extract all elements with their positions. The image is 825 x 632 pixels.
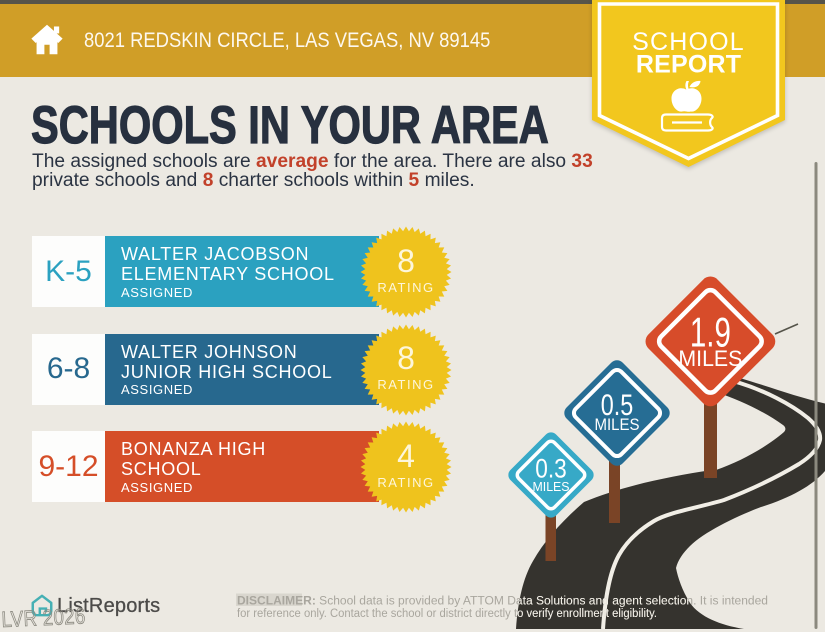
svg-text:MILES: MILES [533,479,570,494]
svg-text:DISCLAIMER: School data is pro: DISCLAIMER: School data is provided by A… [237,596,768,608]
svg-text:SCHOOL: SCHOOL [632,28,745,56]
svg-text:MILES: MILES [595,416,640,434]
svg-text:MILES: MILES [678,346,742,371]
svg-text:REPORT: REPORT [636,51,741,79]
svg-text:1.9: 1.9 [690,308,731,355]
svg-text:for reference only. Contact th: for reference only. Contact the school o… [237,608,657,620]
svg-text:0.3: 0.3 [535,454,567,484]
svg-text:0.5: 0.5 [601,389,634,422]
svg-text:for reference only. Contact th: for reference only. Contact the school o… [237,608,657,620]
